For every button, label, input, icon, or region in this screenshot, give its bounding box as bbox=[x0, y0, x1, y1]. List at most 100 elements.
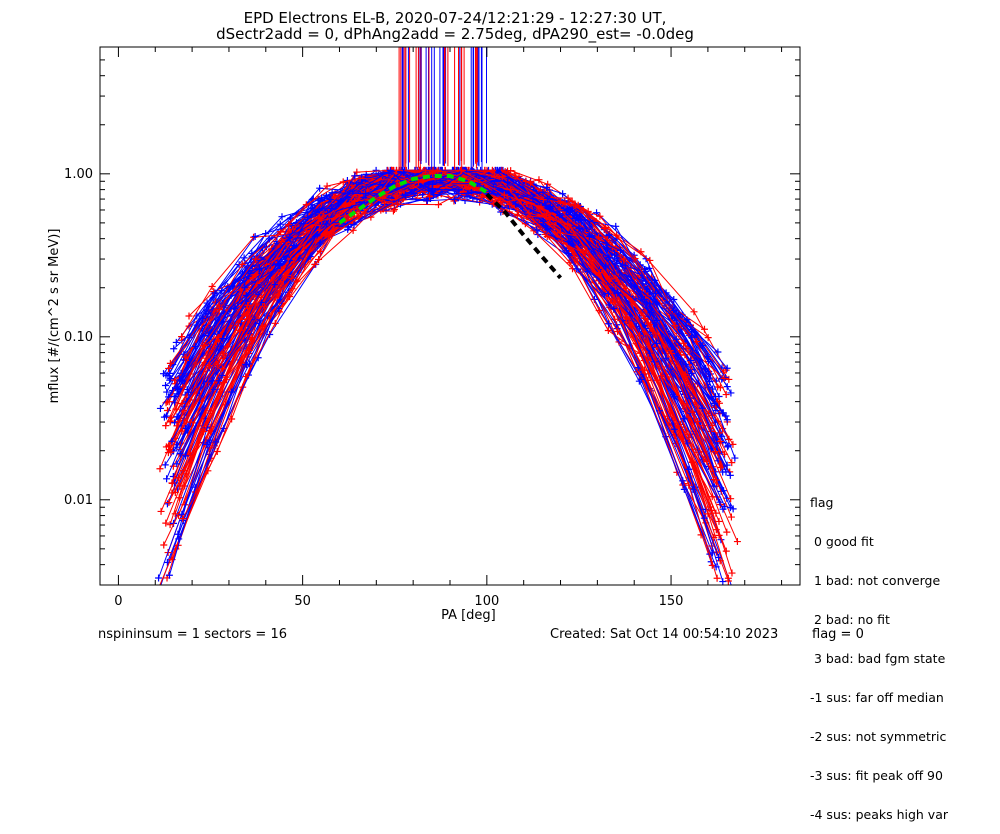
plus-marker bbox=[544, 180, 552, 188]
plus-marker bbox=[276, 220, 284, 228]
plus-marker bbox=[585, 233, 593, 241]
plus-marker bbox=[213, 448, 221, 456]
plus-marker bbox=[389, 207, 397, 215]
plus-marker bbox=[632, 340, 640, 348]
plus-marker bbox=[170, 392, 178, 400]
plus-marker bbox=[680, 339, 688, 347]
plus-marker bbox=[726, 504, 734, 512]
plus-marker bbox=[711, 448, 719, 456]
plus-marker bbox=[278, 213, 286, 221]
plus-marker bbox=[688, 326, 696, 334]
plus-marker bbox=[313, 231, 321, 239]
x-tick-label: 150 bbox=[659, 594, 684, 609]
plus-marker bbox=[163, 500, 171, 508]
plus-marker bbox=[713, 574, 721, 582]
plus-marker bbox=[670, 296, 678, 304]
plus-marker bbox=[162, 422, 170, 430]
y-axis-label: mflux [#/(cm^2 s sr MeV)] bbox=[47, 229, 62, 404]
plus-marker bbox=[571, 214, 579, 222]
plus-marker bbox=[596, 212, 604, 220]
plus-marker bbox=[315, 255, 323, 263]
plus-marker bbox=[179, 377, 187, 385]
plus-marker bbox=[231, 304, 239, 312]
plus-marker bbox=[647, 309, 655, 317]
plus-marker bbox=[167, 375, 175, 383]
plus-marker bbox=[715, 553, 723, 561]
flux-trace bbox=[172, 166, 710, 553]
plus-marker bbox=[172, 338, 180, 346]
x-axis-label: PA [deg] bbox=[441, 608, 496, 623]
plus-marker bbox=[236, 326, 244, 334]
plus-marker bbox=[567, 240, 575, 248]
plus-marker bbox=[271, 281, 279, 289]
plus-marker bbox=[700, 325, 708, 333]
plus-marker bbox=[435, 201, 442, 209]
plus-marker bbox=[266, 331, 274, 338]
trace-line bbox=[158, 169, 705, 579]
plus-marker bbox=[640, 295, 648, 303]
plus-marker bbox=[186, 418, 194, 426]
footer-created-timestamp: Created: Sat Oct 14 00:54:10 2023 bbox=[550, 627, 779, 642]
plus-marker bbox=[646, 256, 654, 264]
legend-item: -2 sus: not symmetric bbox=[810, 729, 947, 744]
plus-marker bbox=[345, 223, 353, 231]
plus-marker bbox=[165, 499, 173, 507]
plus-marker bbox=[175, 494, 183, 502]
plus-marker bbox=[218, 371, 226, 379]
plus-marker bbox=[723, 364, 731, 372]
plus-marker bbox=[682, 373, 690, 381]
plus-marker bbox=[167, 414, 175, 422]
plus-marker bbox=[215, 306, 223, 314]
plus-marker bbox=[156, 404, 164, 412]
plus-marker bbox=[674, 422, 682, 430]
plus-marker bbox=[610, 287, 618, 295]
chart-title-line-1: EPD Electrons EL-B, 2020-07-24/12:21:29 … bbox=[244, 9, 667, 27]
plus-marker bbox=[606, 275, 614, 283]
legend-item: 0 good fit bbox=[810, 534, 874, 549]
plus-marker bbox=[255, 265, 263, 273]
plus-marker bbox=[715, 517, 723, 525]
plus-marker bbox=[729, 440, 737, 448]
trace-line bbox=[166, 180, 725, 491]
plus-marker bbox=[208, 282, 216, 290]
plus-marker bbox=[512, 200, 520, 208]
plus-marker bbox=[604, 326, 612, 334]
plus-marker bbox=[714, 348, 722, 356]
plus-marker bbox=[687, 357, 695, 365]
plus-marker bbox=[725, 435, 733, 443]
plus-marker bbox=[353, 168, 361, 176]
plus-marker bbox=[731, 454, 739, 462]
trace-line bbox=[185, 169, 729, 579]
plus-marker bbox=[238, 260, 246, 268]
plus-marker bbox=[212, 438, 220, 446]
plus-marker bbox=[464, 189, 472, 197]
plus-marker bbox=[426, 193, 434, 201]
plus-marker bbox=[176, 449, 184, 457]
plus-marker bbox=[504, 178, 512, 186]
plus-marker bbox=[698, 404, 706, 412]
plus-marker bbox=[733, 538, 741, 546]
plus-marker bbox=[513, 212, 521, 220]
chart-title-line-2: dSectr2add = 0, dPhAng2add = 2.75deg, dP… bbox=[216, 25, 694, 44]
plus-marker bbox=[605, 301, 613, 309]
trace-line bbox=[176, 171, 731, 476]
plus-marker bbox=[261, 302, 269, 310]
flux-trace bbox=[168, 166, 706, 445]
legend-item: -3 sus: fit peak off 90 bbox=[810, 768, 943, 783]
plus-marker bbox=[274, 260, 282, 268]
plus-marker bbox=[613, 231, 621, 239]
plus-marker bbox=[293, 277, 301, 285]
plus-marker bbox=[709, 385, 717, 393]
plus-marker bbox=[170, 345, 178, 353]
plus-marker bbox=[316, 214, 324, 222]
footer-flag-value: flag = 0 bbox=[812, 627, 864, 642]
plus-marker bbox=[595, 269, 603, 277]
plus-marker bbox=[533, 226, 541, 234]
plus-marker bbox=[704, 334, 712, 342]
pitch-angle-chart: 0 50 100 150 0.01 0.10 1.00 EPD Electrons EL-B… bbox=[47, 9, 801, 623]
x-tick-label: 100 bbox=[474, 594, 499, 609]
footer-spin-info: nspininsum = 1 sectors = 16 bbox=[98, 627, 287, 642]
plus-marker bbox=[242, 297, 250, 305]
plus-marker bbox=[251, 232, 259, 240]
plus-marker bbox=[600, 225, 608, 233]
